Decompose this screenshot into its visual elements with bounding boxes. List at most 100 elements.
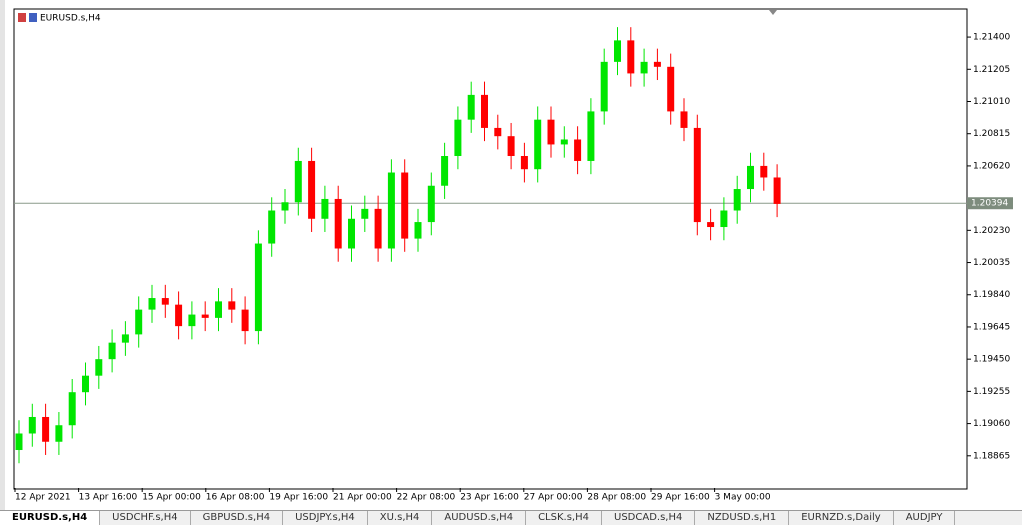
candle-body <box>747 165 754 190</box>
tab[interactable]: USDCHF.s,H4 <box>100 511 191 525</box>
candle-body <box>441 156 449 186</box>
background <box>0 0 1022 510</box>
candle-body <box>627 40 635 74</box>
candle-body <box>361 208 369 219</box>
candle-body <box>82 375 89 393</box>
candle-body <box>215 301 222 318</box>
candle-body <box>534 119 542 170</box>
candle-body <box>547 119 555 145</box>
candle-body <box>720 210 728 228</box>
x-tick-label: 22 Apr 08:00 <box>397 493 456 503</box>
candle-body <box>294 160 302 203</box>
candle-body <box>108 342 116 360</box>
x-tick-label: 21 Apr 00:00 <box>333 493 392 503</box>
candle-body <box>667 66 675 112</box>
candle-body <box>587 111 595 161</box>
x-tick-label: 3 May 00:00 <box>715 493 771 503</box>
candle-body <box>414 222 422 239</box>
tab[interactable]: CLSK.s,H4 <box>526 511 602 525</box>
candle-body <box>68 392 76 426</box>
chart-window: EURUSD.s,H4 1.21400 1.21205 1.21010 1.20815… <box>0 0 1022 510</box>
candle-body <box>334 198 342 249</box>
candle-body <box>135 309 143 335</box>
candle-body <box>574 139 582 161</box>
candle-body <box>600 61 608 112</box>
candle-body <box>121 334 129 343</box>
candle-body <box>42 416 50 442</box>
icon <box>29 13 37 22</box>
icon <box>18 13 26 22</box>
tab-bar: EURUSD.s,H4 USDCHF.s,H4 GBPUSD.s,H4 USDJPY.… <box>0 510 1022 525</box>
candle-body <box>560 139 568 145</box>
candle-body <box>680 111 688 128</box>
candle-body <box>308 160 316 219</box>
y-tick-label: 1.19255 <box>973 387 1010 397</box>
y-tick-label: 1.19060 <box>973 419 1010 429</box>
plot-frame <box>13 8 968 490</box>
candle-body <box>387 172 395 249</box>
candle-body <box>321 198 329 219</box>
price-label-box <box>967 197 1013 210</box>
candle-body <box>15 433 23 451</box>
candle-body <box>148 298 156 310</box>
x-tick-label: 16 Apr 08:00 <box>206 493 265 503</box>
candle-body <box>175 304 183 327</box>
candle-body <box>95 359 103 376</box>
x-tick-label: 27 Apr 00:00 <box>524 493 583 503</box>
price-label: 1.20394 <box>971 199 1008 209</box>
candle-body <box>55 425 63 442</box>
candle-body <box>254 243 262 332</box>
candle-body <box>161 298 169 305</box>
tab[interactable]: EURNZD.s,Daily <box>789 511 894 525</box>
y-tick-label: 1.19645 <box>973 322 1010 332</box>
tab[interactable]: XU.s,H4 <box>368 511 433 525</box>
y-tick-label: 1.19450 <box>973 355 1010 365</box>
candle-body <box>467 94 475 120</box>
candle-body <box>760 165 768 178</box>
chart-title: EURUSD.s,H4 <box>40 14 101 24</box>
candle-body <box>454 119 462 157</box>
y-tick-label: 1.19840 <box>973 290 1010 300</box>
left-edge <box>0 0 5 510</box>
candle-body <box>28 416 36 434</box>
x-tick-label: 29 Apr 16:00 <box>651 493 710 503</box>
y-tick-label: 1.21010 <box>973 97 1010 107</box>
candle-body <box>281 202 289 211</box>
tab[interactable]: EURUSD.s,H4 <box>0 511 101 525</box>
x-tick-label: 12 Apr 2021 <box>15 493 71 503</box>
candle-body <box>733 189 741 211</box>
marker <box>769 10 777 15</box>
candle-body <box>653 61 661 67</box>
candle-body <box>640 61 648 74</box>
tab[interactable]: USDJPY.s,H4 <box>283 511 368 525</box>
candle-body <box>520 156 528 170</box>
y-tick-label: 1.18865 <box>973 451 1010 461</box>
candle-body <box>427 185 435 223</box>
tab[interactable]: AUDUSD.s,H4 <box>432 511 527 525</box>
candle-body <box>773 177 781 204</box>
candle-body <box>188 314 196 327</box>
tab[interactable]: USDCAD.s,H4 <box>602 511 696 525</box>
y-tick-label: 1.21205 <box>973 65 1010 75</box>
x-tick-label: 19 Apr 16:00 <box>269 493 328 503</box>
candle-body <box>707 222 715 228</box>
tab[interactable]: GBPUSD.s,H4 <box>191 511 284 525</box>
y-tick-label: 1.20815 <box>973 129 1010 139</box>
candle-body <box>693 127 701 223</box>
tab[interactable]: AUDJPY <box>894 511 956 525</box>
candle-body <box>268 210 276 244</box>
x-tick-label: 23 Apr 16:00 <box>460 493 519 503</box>
candle-body <box>201 314 209 318</box>
candle-body <box>348 218 355 249</box>
y-tick-label: 1.20620 <box>973 161 1010 171</box>
candle-body <box>374 208 382 249</box>
x-tick-label: 13 Apr 16:00 <box>79 493 138 503</box>
y-tick-label: 1.20230 <box>973 226 1010 236</box>
candle-body <box>481 94 488 128</box>
y-tick-label: 1.21400 <box>973 33 1010 43</box>
candle-body <box>494 127 502 137</box>
tab[interactable]: NZDUSD.s,H1 <box>695 511 790 525</box>
candle-body <box>401 172 409 239</box>
x-tick-label: 28 Apr 08:00 <box>587 493 646 503</box>
